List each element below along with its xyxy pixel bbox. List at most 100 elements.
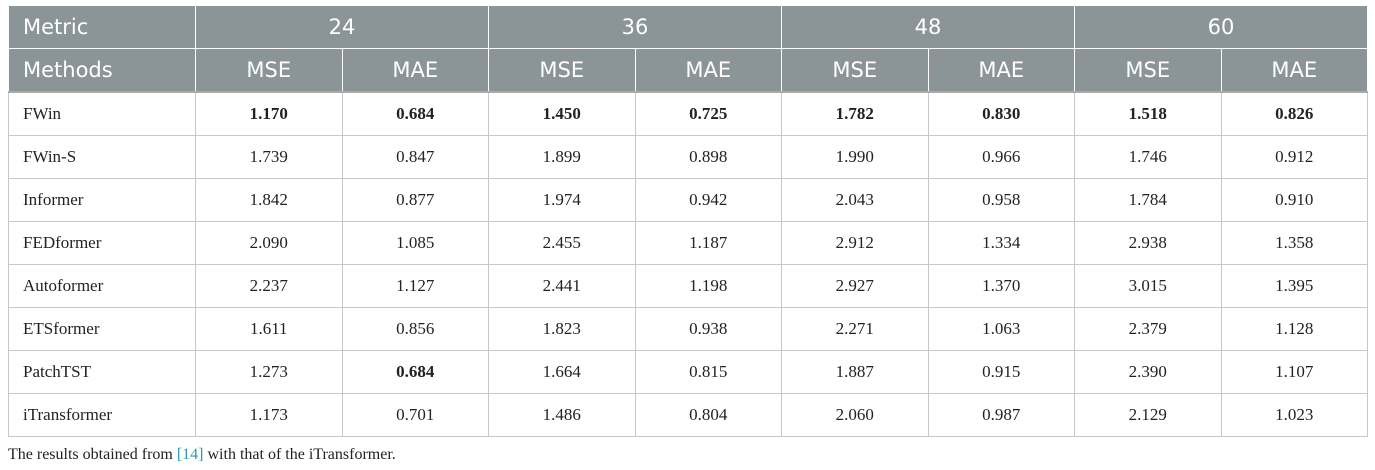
value-cell: 0.915 <box>927 350 1075 394</box>
value-cell: 2.455 <box>488 221 636 265</box>
value-cell: 1.127 <box>341 264 489 308</box>
value-cell: 0.898 <box>634 135 782 179</box>
value-cell: 0.725 <box>634 91 782 136</box>
sub-header: MAE <box>1220 48 1368 93</box>
value-cell: 1.198 <box>634 264 782 308</box>
table-row: FWin-S 1.739 0.847 1.899 0.898 1.990 0.966 1.74… <box>8 135 1368 179</box>
sub-header: MSE <box>781 48 929 93</box>
sub-header: MAE <box>634 48 782 93</box>
value-cell: 1.063 <box>927 307 1075 351</box>
value-cell: 0.830 <box>927 91 1075 136</box>
value-cell: 1.664 <box>488 350 636 394</box>
table-row: iTransformer 1.173 0.701 1.486 0.804 2.060 0.9… <box>8 393 1368 437</box>
value-cell: 0.938 <box>634 307 782 351</box>
value-cell: 3.015 <box>1074 264 1222 308</box>
value-cell: 1.611 <box>195 307 343 351</box>
reference-link[interactable]: [14] <box>176 446 204 463</box>
value-cell: 0.912 <box>1220 135 1368 179</box>
table-row: Autoformer 2.237 1.127 2.441 1.198 2.927 1.370… <box>8 264 1368 308</box>
method-cell: Informer <box>8 178 196 222</box>
table-row: FEDformer 2.090 1.085 2.455 1.187 2.912 1.334 2… <box>8 221 1368 265</box>
value-cell: 0.958 <box>927 178 1075 222</box>
sub-header: MSE <box>488 48 636 93</box>
value-cell: 1.187 <box>634 221 782 265</box>
value-cell: 2.441 <box>488 264 636 308</box>
value-cell: 1.173 <box>195 393 343 437</box>
method-cell: FWin-S <box>8 135 196 179</box>
value-cell: 2.927 <box>781 264 929 308</box>
value-cell: 0.701 <box>341 393 489 437</box>
value-cell: 0.684 <box>341 91 489 136</box>
method-cell: FWin <box>8 91 196 136</box>
value-cell: 1.784 <box>1074 178 1222 222</box>
value-cell: 2.912 <box>781 221 929 265</box>
method-cell: FEDformer <box>8 221 196 265</box>
value-cell: 0.942 <box>634 178 782 222</box>
value-cell: 1.273 <box>195 350 343 394</box>
value-cell: 1.974 <box>488 178 636 222</box>
value-cell: 0.877 <box>341 178 489 222</box>
value-cell: 0.966 <box>927 135 1075 179</box>
value-cell: 2.237 <box>195 264 343 308</box>
method-cell: iTransformer <box>8 393 196 437</box>
value-cell: 1.990 <box>781 135 929 179</box>
value-cell: 0.684 <box>341 350 489 394</box>
value-cell: 2.129 <box>1074 393 1222 437</box>
value-cell: 1.518 <box>1074 91 1222 136</box>
value-cell: 2.060 <box>781 393 929 437</box>
value-cell: 1.128 <box>1220 307 1368 351</box>
value-cell: 1.899 <box>488 135 636 179</box>
value-cell: 0.856 <box>341 307 489 351</box>
table-row: Informer 1.842 0.877 1.974 0.942 2.043 0.958 1.… <box>8 178 1368 222</box>
value-cell: 1.823 <box>488 307 636 351</box>
value-cell: 2.043 <box>781 178 929 222</box>
value-cell: 2.379 <box>1074 307 1222 351</box>
value-cell: 1.370 <box>927 264 1075 308</box>
value-cell: 1.023 <box>1220 393 1368 437</box>
header-row: Methods MSE MAE MSE MAE MSE MAE MSE MAE <box>8 48 1368 93</box>
value-cell: 1.358 <box>1220 221 1368 265</box>
metric-label: Metric <box>8 6 196 49</box>
horizon-header: 48 <box>781 6 1075 49</box>
value-cell: 1.486 <box>488 393 636 437</box>
horizon-header: 60 <box>1074 6 1368 49</box>
table-row: FWin 1.170 0.684 1.450 0.725 1.782 0.830 1.518 0… <box>8 91 1368 136</box>
horizon-header: 36 <box>488 6 782 49</box>
method-cell: PatchTST <box>8 350 196 394</box>
value-cell: 2.271 <box>781 307 929 351</box>
table-body: FWin 1.170 0.684 1.450 0.725 1.782 0.830 1.518 0… <box>8 91 1368 437</box>
value-cell: 0.987 <box>927 393 1075 437</box>
value-cell: 0.804 <box>634 393 782 437</box>
table-row: PatchTST 1.273 0.684 1.664 0.815 1.887 0.915 2.… <box>8 350 1368 394</box>
value-cell: 1.170 <box>195 91 343 136</box>
value-cell: 1.842 <box>195 178 343 222</box>
value-cell: 2.390 <box>1074 350 1222 394</box>
sub-header: MSE <box>1074 48 1222 93</box>
footnote-text: with that of the iTransformer. <box>203 446 396 463</box>
results-table: Metric 24 36 48 60 Methods MSE MAE MSE MAE MSE M… <box>8 6 1368 437</box>
value-cell: 2.090 <box>195 221 343 265</box>
method-cell: Autoformer <box>8 264 196 308</box>
value-cell: 0.826 <box>1220 91 1368 136</box>
header-row: Metric 24 36 48 60 <box>8 6 1368 49</box>
method-cell: ETSformer <box>8 307 196 351</box>
methods-label: Methods <box>8 48 196 93</box>
value-cell: 1.887 <box>781 350 929 394</box>
footnote-text: The results obtained from <box>8 446 177 463</box>
value-cell: 0.910 <box>1220 178 1368 222</box>
sub-header: MSE <box>195 48 343 93</box>
value-cell: 1.782 <box>781 91 929 136</box>
value-cell: 1.085 <box>341 221 489 265</box>
value-cell: 1.739 <box>195 135 343 179</box>
value-cell: 1.334 <box>927 221 1075 265</box>
sub-header: MAE <box>927 48 1075 93</box>
value-cell: 1.395 <box>1220 264 1368 308</box>
footnote: The results obtained from [14] with that… <box>8 446 396 464</box>
value-cell: 0.847 <box>341 135 489 179</box>
horizon-header: 24 <box>195 6 489 49</box>
value-cell: 1.107 <box>1220 350 1368 394</box>
value-cell: 2.938 <box>1074 221 1222 265</box>
value-cell: 1.450 <box>488 91 636 136</box>
sub-header: MAE <box>341 48 489 93</box>
